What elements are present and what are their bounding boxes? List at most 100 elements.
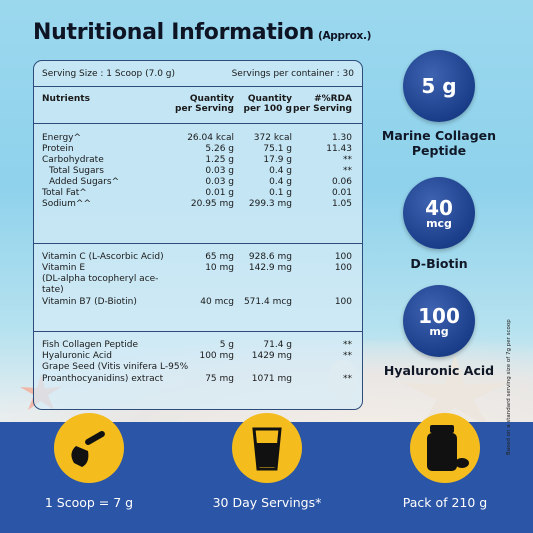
per-100g-value: 1071 mg bbox=[251, 374, 292, 384]
nutrient-name: Added Sugars^ bbox=[49, 177, 120, 187]
table-row: Hyaluronic Acid 100 mg 1429 mg ** bbox=[42, 351, 354, 361]
per-serving-value bbox=[170, 285, 234, 295]
starfish-decoration bbox=[400, 355, 510, 428]
table-header: Nutrients Quantity per Serving Quantity … bbox=[42, 94, 354, 115]
per-100g-value: 571.4 mcg bbox=[243, 297, 292, 307]
table-row: (DL-alpha tocopheryl ace- bbox=[42, 274, 354, 284]
rda-value: 0.01 bbox=[331, 188, 352, 198]
feature-label-servings: 30 Day Servings* bbox=[212, 495, 322, 510]
per-100g-value: 75.1 g bbox=[263, 144, 292, 154]
per-100g-value: 0.4 g bbox=[269, 166, 292, 176]
serving-row: Serving Size : 1 Scoop (7.0 g) Servings … bbox=[42, 69, 354, 79]
nutrient-name: Vitamin C (L-Ascorbic Acid) bbox=[42, 252, 164, 262]
table-row: Vitamin C (L-Ascorbic Acid) 65 mg 928.6 mg… bbox=[42, 252, 354, 262]
per-100g-value: 142.9 mg bbox=[248, 263, 292, 273]
per-100g-value: 0.1 g bbox=[269, 188, 292, 198]
nutrient-name: Carbohydrate bbox=[42, 155, 104, 165]
header-per-100g: Quantity per 100 g bbox=[243, 94, 292, 115]
per-100g-value: 71.4 g bbox=[263, 340, 292, 350]
nutrition-table: Serving Size : 1 Scoop (7.0 g) Servings … bbox=[33, 60, 363, 410]
nutrient-name: Total Sugars bbox=[49, 166, 104, 176]
table-row: tate) bbox=[42, 285, 354, 295]
rda-value: ** bbox=[343, 166, 352, 176]
rda-value: 1.30 bbox=[331, 133, 352, 143]
badge-collagen: 5 g bbox=[403, 50, 475, 122]
feature-label-scoop: 1 Scoop = 7 g bbox=[44, 495, 134, 510]
per-100g-value: 17.9 g bbox=[263, 155, 292, 165]
per-serving-value bbox=[188, 362, 252, 372]
nutrient-name: (DL-alpha tocopheryl ace- bbox=[42, 274, 159, 284]
nutrient-name: Energy^ bbox=[42, 133, 82, 143]
table-row: Energy^ 26.04 kcal 372 kcal 1.30 bbox=[42, 133, 354, 143]
per-serving-value: 100 mg bbox=[199, 351, 234, 361]
per-serving-value: 10 mg bbox=[205, 263, 234, 273]
rda-value: ** bbox=[343, 340, 352, 350]
rda-value: 100 bbox=[334, 252, 352, 262]
feature-label-pack: Pack of 210 g bbox=[402, 495, 488, 510]
per-100g-value: 0.4 g bbox=[269, 177, 292, 187]
badge-label: D-Biotin bbox=[410, 256, 468, 271]
per-100g-value bbox=[234, 274, 292, 284]
title-note: (Approx.) bbox=[317, 30, 372, 42]
per-serving-value: 40 mcg bbox=[200, 297, 234, 307]
footnote: Based on a standard serving size of 7g p… bbox=[506, 319, 512, 455]
rda-value: 100 bbox=[334, 263, 352, 273]
per-100g-value bbox=[252, 362, 310, 372]
badge-label: Marine Collagen Peptide bbox=[381, 128, 497, 158]
rda-value: 11.43 bbox=[326, 144, 352, 154]
rda-value: ** bbox=[343, 351, 352, 361]
nutrient-name: Vitamin B7 (D-Biotin) bbox=[42, 297, 137, 307]
per-100g-value: 928.6 mg bbox=[248, 252, 292, 262]
table-row: Protein 5.26 g 75.1 g 11.43 bbox=[42, 144, 354, 154]
table-row: Proanthocyanidins) extract 75 mg 1071 mg ** bbox=[42, 374, 354, 384]
table-row: Vitamin E 10 mg 142.9 mg 100 bbox=[42, 263, 354, 273]
divider bbox=[34, 243, 362, 244]
badge-label: Hyaluronic Acid bbox=[383, 363, 495, 378]
per-serving-value: 0.03 g bbox=[205, 177, 234, 187]
per-serving-value: 5 g bbox=[219, 340, 234, 350]
divider bbox=[34, 331, 362, 332]
badge-value: 40 bbox=[425, 195, 453, 220]
nutrient-name: Protein bbox=[42, 144, 74, 154]
rda-value bbox=[310, 362, 354, 372]
scoop-icon bbox=[54, 413, 124, 483]
per-serving-value: 0.01 g bbox=[205, 188, 234, 198]
header-nutrients: Nutrients bbox=[42, 94, 90, 104]
per-serving-value: 0.03 g bbox=[205, 166, 234, 176]
table-row: Carbohydrate 1.25 g 17.9 g ** bbox=[42, 155, 354, 165]
table-row: Fish Collagen Peptide 5 g 71.4 g ** bbox=[42, 340, 354, 350]
rda-value: ** bbox=[343, 374, 352, 384]
per-100g-value: 299.3 mg bbox=[248, 199, 292, 209]
per-100g-value: 372 kcal bbox=[253, 133, 292, 143]
nutrient-name: Total Fat^ bbox=[42, 188, 87, 198]
rda-value: 1.05 bbox=[331, 199, 352, 209]
table-row: Vitamin B7 (D-Biotin) 40 mcg 571.4 mcg 100 bbox=[42, 297, 354, 307]
header-per-serving: Quantity per Serving bbox=[175, 94, 234, 115]
nutrient-name: Hyaluronic Acid bbox=[42, 351, 112, 361]
header-rda: #%RDA per Serving bbox=[293, 94, 352, 115]
badge-biotin: 40 mcg bbox=[403, 177, 475, 249]
nutrient-name: Sodium^^ bbox=[42, 199, 91, 209]
glass-icon bbox=[232, 413, 302, 483]
divider bbox=[34, 123, 362, 124]
per-serving-value: 20.95 mg bbox=[190, 199, 234, 209]
badge-unit: mg bbox=[429, 324, 449, 338]
badge-unit: mcg bbox=[426, 216, 452, 230]
nutrient-name: Proanthocyanidins) extract bbox=[42, 374, 164, 384]
nutrient-name: Vitamin E bbox=[42, 263, 86, 273]
table-row: Sodium^^ 20.95 mg 299.3 mg 1.05 bbox=[42, 199, 354, 209]
per-100g-value: 1429 mg bbox=[251, 351, 292, 361]
per-serving-value: 75 mg bbox=[205, 374, 234, 384]
rda-value: ** bbox=[343, 155, 352, 165]
table-row: Total Fat^ 0.01 g 0.1 g 0.01 bbox=[42, 188, 354, 198]
rda-value: 0.06 bbox=[331, 177, 352, 187]
nutrient-name: Fish Collagen Peptide bbox=[42, 340, 139, 350]
badge-value: 100 bbox=[418, 303, 460, 328]
table-row: Added Sugars^ 0.03 g 0.4 g 0.06 bbox=[42, 177, 354, 187]
nutrient-name: Grape Seed (Vitis vinifera L-95% bbox=[42, 362, 189, 372]
servings-per-container: Servings per container : 30 bbox=[231, 69, 354, 79]
nutrient-name: tate) bbox=[42, 285, 64, 295]
rda-value bbox=[292, 274, 354, 284]
rda-value: 100 bbox=[334, 297, 352, 307]
